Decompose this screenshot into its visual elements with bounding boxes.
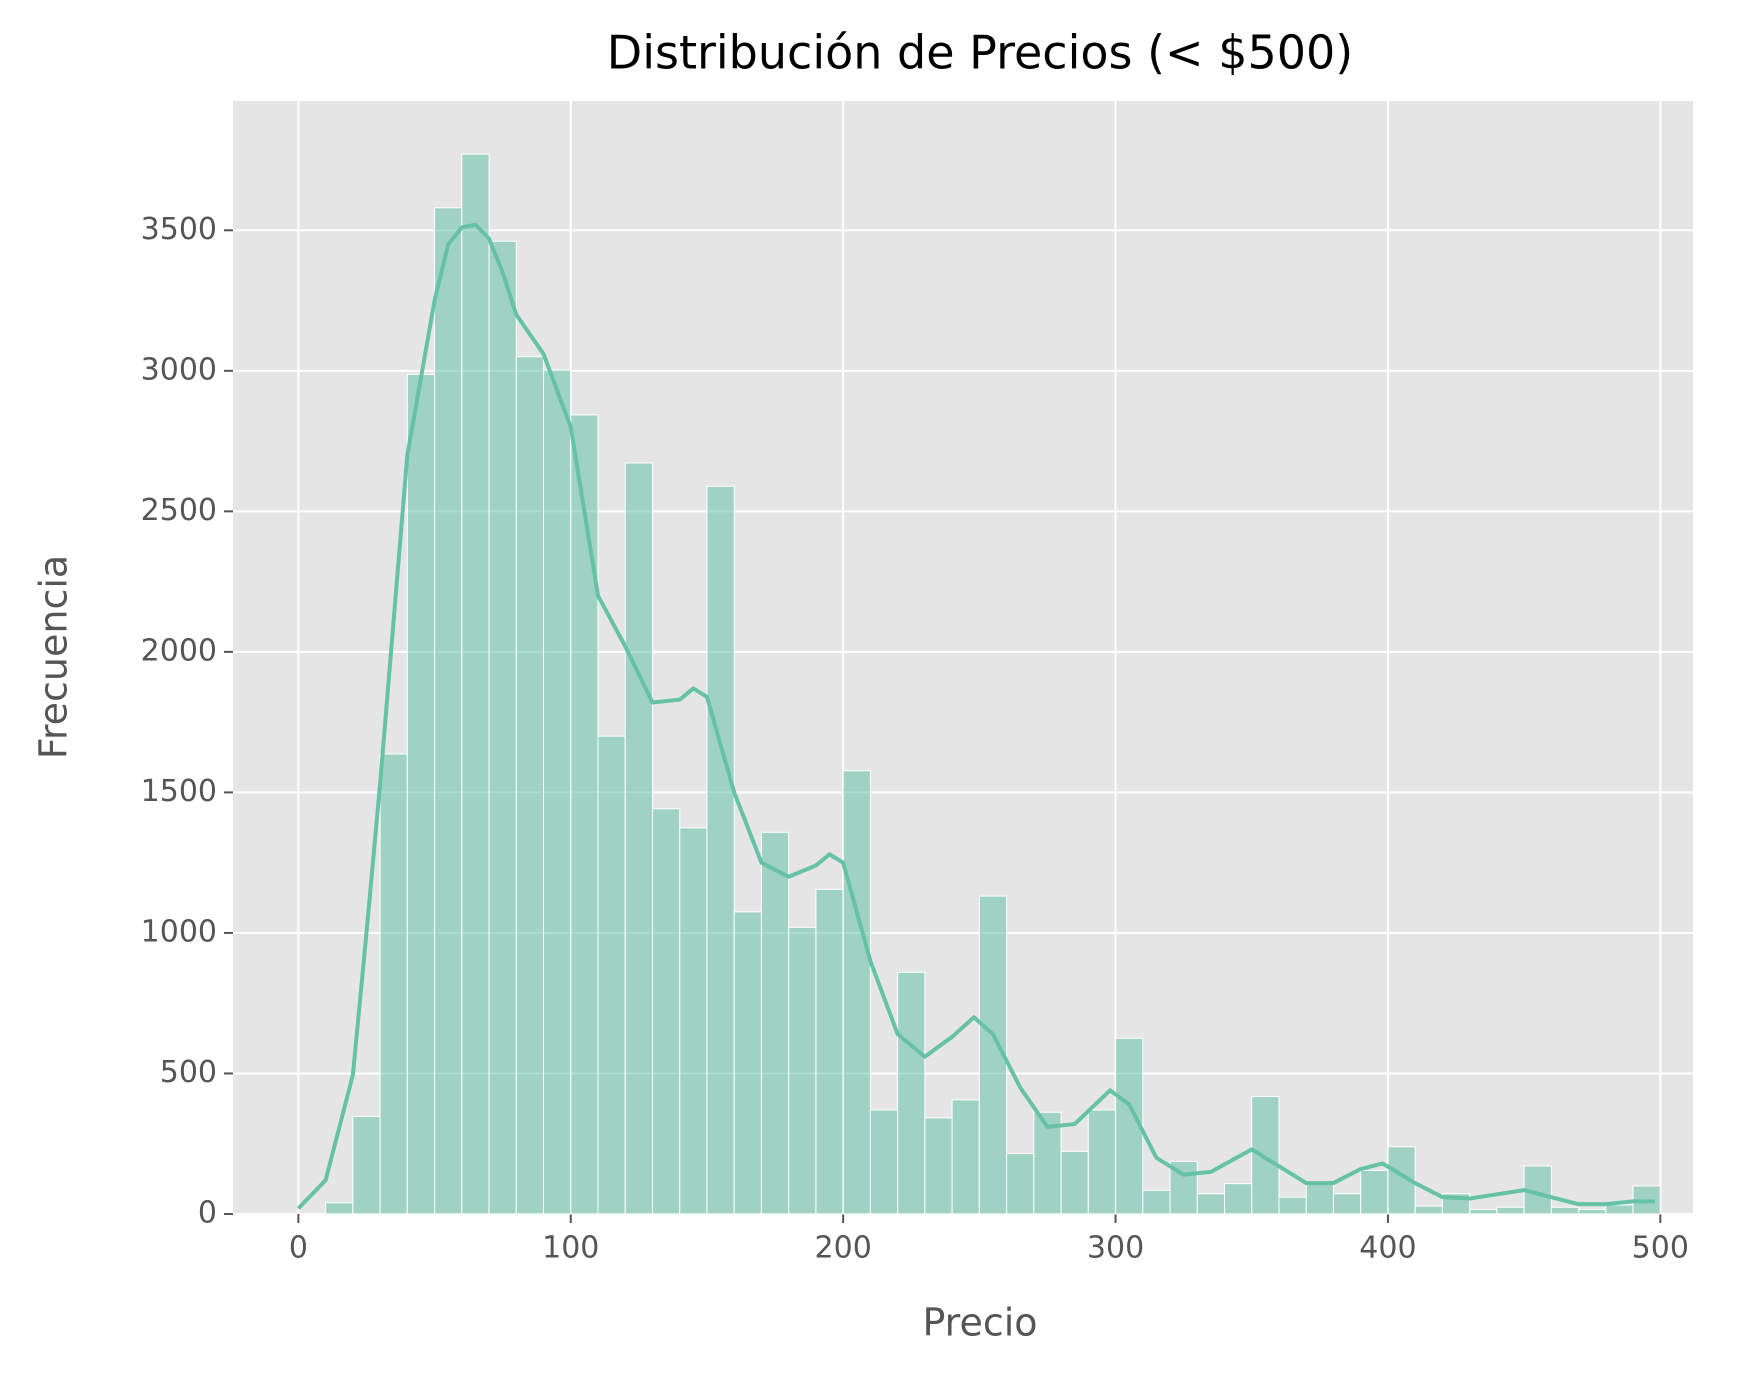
bar [842,770,871,1215]
y-axis-label: Frecuencia [32,555,76,759]
bar [1469,1209,1498,1215]
bar [1142,1189,1171,1215]
bar [624,462,653,1215]
bar [1278,1196,1307,1215]
bar [1496,1206,1525,1215]
bar [543,369,572,1215]
bar [1305,1183,1334,1215]
bar [815,888,844,1215]
bar [515,356,545,1215]
bar [651,808,681,1215]
bar [1578,1209,1607,1215]
y-tick-label: 500 [160,1055,217,1090]
bar [679,827,708,1215]
bar [352,1115,381,1215]
bar [1060,1150,1089,1215]
bar [325,1202,354,1215]
bar [406,373,436,1215]
chart-title: Distribución de Precios (< $500) [607,26,1353,80]
y-tick-label: 2000 [141,633,217,668]
x-tick-label: 400 [1359,1231,1416,1266]
bar [924,1117,953,1215]
bar [461,153,490,1215]
x-tick-label: 0 [289,1231,308,1266]
bar [1360,1169,1389,1215]
bar [434,207,463,1215]
x-tick-label: 500 [1632,1231,1689,1266]
y-tick-label: 0 [198,1196,217,1231]
bar [488,240,517,1215]
bar [1169,1160,1198,1215]
bar [1332,1193,1362,1215]
bar [733,911,762,1215]
bar [1087,1109,1117,1215]
bar [897,971,926,1215]
y-tick-label: 3500 [141,212,217,247]
bar [869,1109,899,1215]
bar [1550,1206,1580,1215]
bar [597,735,626,1215]
bar [570,414,599,1215]
x-axis-label: Precio [922,1301,1037,1345]
bar [706,485,735,1215]
bar [760,831,790,1215]
bar [1414,1205,1443,1215]
bar [379,753,408,1215]
x-tick-label: 200 [815,1231,872,1266]
bar [1223,1183,1253,1215]
bar [1605,1204,1634,1215]
y-tick-label: 1500 [141,774,217,809]
bar [1251,1096,1280,1215]
x-tick-label: 100 [542,1231,599,1266]
bar [1006,1153,1035,1215]
y-tick-label: 3000 [141,352,217,387]
y-tick-label: 1000 [141,914,217,949]
bar [788,926,817,1215]
kde-line [296,222,1655,1210]
bar [951,1099,980,1215]
bar [1196,1193,1225,1215]
x-tick-label: 300 [1087,1231,1144,1266]
y-tick-label: 2500 [141,493,217,528]
